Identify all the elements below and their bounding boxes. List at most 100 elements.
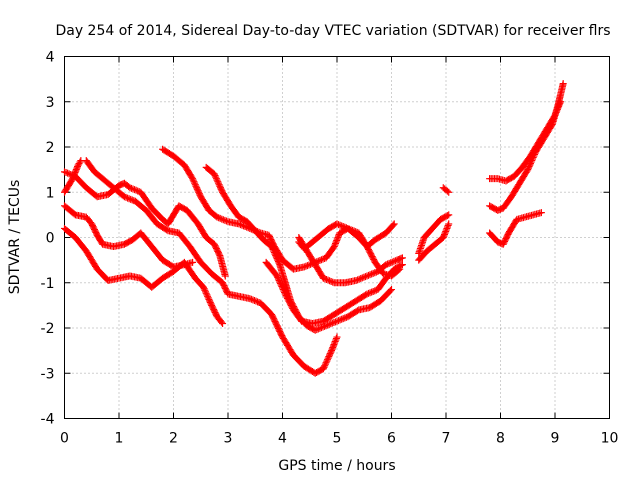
data-series-arc-k — [415, 220, 453, 264]
data-point — [384, 260, 392, 268]
data-point — [345, 225, 353, 233]
data-point — [272, 253, 280, 261]
data-point — [273, 255, 281, 263]
data-point — [191, 179, 199, 187]
y-tick-label: -1 — [41, 276, 55, 292]
data-point — [441, 229, 449, 237]
data-point — [330, 319, 338, 327]
x-axis-label: GPS time / hours — [278, 458, 395, 474]
data-point — [316, 324, 324, 332]
data-point — [193, 184, 201, 192]
data-point — [369, 269, 377, 277]
data-point — [215, 181, 223, 189]
data-point — [277, 281, 285, 289]
data-point — [332, 335, 340, 343]
data-point — [388, 286, 395, 294]
data-point — [527, 158, 535, 166]
data-point — [365, 289, 373, 297]
data-point — [354, 276, 362, 284]
data-point — [443, 224, 451, 232]
data-point — [252, 297, 260, 305]
data-point — [324, 321, 332, 329]
data-point — [324, 354, 332, 362]
data-point — [321, 322, 329, 330]
data-point — [385, 259, 393, 267]
data-point — [331, 339, 339, 347]
data-point — [388, 258, 396, 266]
data-point — [217, 185, 225, 193]
data-point — [332, 238, 340, 246]
data-point — [360, 273, 368, 281]
data-point — [73, 164, 81, 172]
data-point — [368, 288, 376, 296]
data-point — [311, 326, 319, 334]
data-point — [322, 359, 330, 367]
x-tick-label: 10 — [601, 431, 619, 447]
data-point — [76, 158, 84, 166]
data-point — [217, 184, 225, 192]
data-point — [325, 353, 333, 361]
data-point — [268, 244, 276, 252]
data-point — [305, 261, 313, 269]
data-point — [338, 222, 346, 230]
data-point — [274, 273, 282, 281]
data-point — [331, 241, 339, 249]
data-point — [524, 166, 532, 174]
data-point — [189, 258, 197, 266]
data-point — [525, 163, 533, 171]
data-point — [531, 151, 539, 159]
axis-ticks: 0 1 2 3 4 5 6 7 8 9 10 -4 -3 -2 -1 0 1 2 3 4 — [41, 50, 619, 447]
data-point — [319, 365, 327, 373]
data-point — [440, 232, 448, 240]
data-point — [213, 176, 221, 184]
data-point — [371, 269, 379, 277]
data-point — [443, 212, 451, 220]
data-point — [250, 297, 258, 305]
data-point — [352, 276, 360, 284]
data-point — [132, 186, 140, 194]
y-tick-label: 1 — [46, 185, 55, 201]
data-point — [365, 271, 373, 279]
data-point — [358, 274, 366, 282]
data-point — [335, 232, 343, 240]
data-point — [317, 324, 325, 332]
data-point — [72, 166, 80, 174]
data-point — [270, 247, 278, 255]
data-point — [270, 249, 278, 257]
data-point — [559, 80, 567, 88]
data-point — [323, 356, 331, 364]
data-point — [219, 216, 227, 224]
data-point — [327, 348, 335, 356]
data-point — [195, 188, 203, 196]
data-point — [361, 273, 369, 281]
data-point — [323, 357, 331, 365]
data-point — [529, 155, 537, 163]
y-tick-label: 2 — [46, 140, 55, 156]
x-tick-label: 0 — [60, 431, 69, 447]
data-point — [205, 295, 213, 303]
data-point — [336, 221, 344, 229]
data-point — [366, 271, 374, 279]
data-point — [274, 256, 282, 264]
data-point — [275, 276, 283, 284]
data-point — [530, 152, 538, 160]
data-point — [215, 250, 223, 258]
chart-title: Day 254 of 2014, Sidereal Day-to-day VTE… — [55, 23, 610, 39]
data-point — [127, 184, 135, 192]
data-point — [317, 256, 325, 264]
data-point — [335, 221, 343, 229]
data-point — [329, 278, 337, 286]
data-point — [125, 195, 133, 203]
data-point — [206, 297, 214, 305]
data-point — [328, 345, 336, 353]
data-point — [339, 315, 347, 323]
data-point — [339, 223, 347, 231]
data-point — [206, 298, 214, 306]
data-point — [440, 230, 448, 238]
data-point — [221, 216, 229, 224]
data-point — [331, 338, 339, 346]
data-point — [219, 319, 227, 327]
data-series-arc-j — [295, 234, 406, 287]
data-point — [202, 289, 210, 297]
